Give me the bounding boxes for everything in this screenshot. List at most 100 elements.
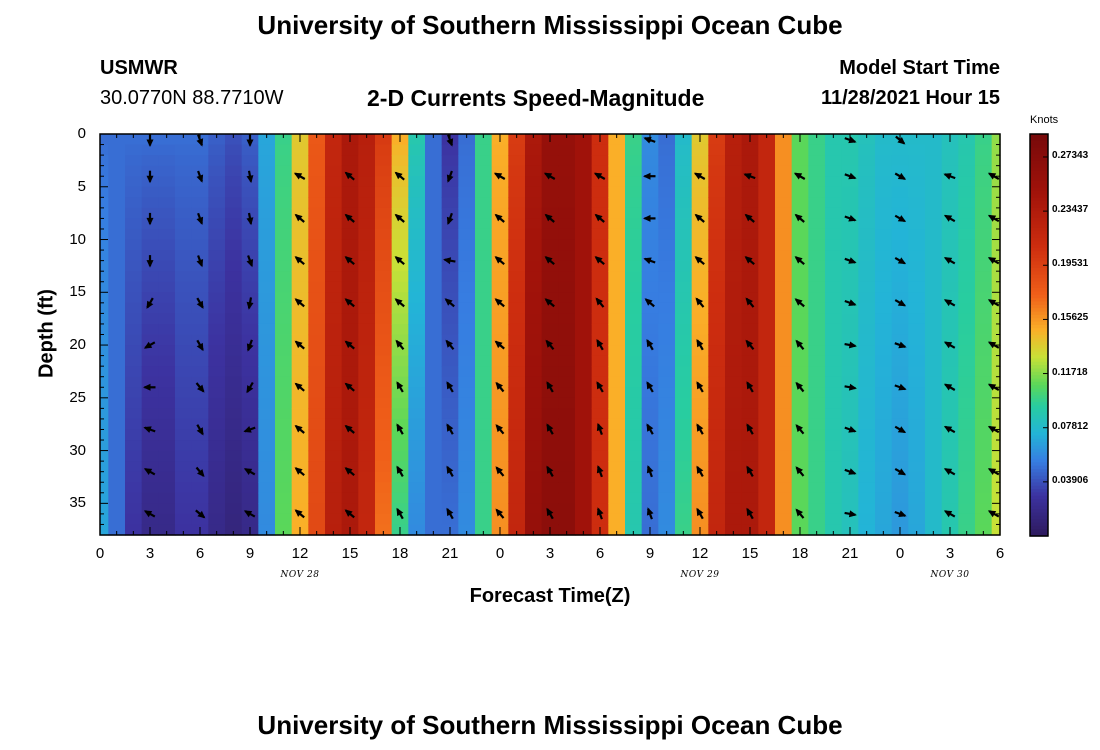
heat-cell <box>258 239 276 251</box>
chart-subtitle: 2-D Currents Speed-Magnitude <box>367 85 705 111</box>
heat-cell <box>291 482 309 494</box>
heat-cell <box>191 503 209 515</box>
heat-cell <box>641 482 659 494</box>
heat-cell <box>725 250 743 262</box>
heat-cell <box>591 429 609 441</box>
heat-cell <box>525 408 543 420</box>
heat-cell <box>825 155 843 167</box>
current-vector <box>646 339 654 351</box>
heat-cell <box>575 334 593 346</box>
heat-cell <box>991 461 1001 473</box>
heat-cell <box>341 503 359 515</box>
heat-cell <box>391 165 409 177</box>
heat-cell <box>558 429 576 441</box>
heat-cell <box>158 492 176 504</box>
heat-cell <box>291 503 309 515</box>
heat-cell <box>875 313 893 325</box>
heat-cell <box>225 250 243 262</box>
heat-cell <box>241 186 259 198</box>
current-vector <box>544 213 555 223</box>
heat-cell <box>241 503 259 515</box>
heat-cell <box>975 461 993 473</box>
heat-cell <box>541 376 559 388</box>
heat-cell <box>291 376 309 388</box>
heat-cell <box>225 207 243 220</box>
heat-cell <box>175 281 193 293</box>
heat-cell <box>791 260 809 272</box>
heat-cell <box>491 271 509 283</box>
heat-cell <box>308 397 326 409</box>
heat-cell <box>458 165 476 177</box>
heat-cell <box>708 155 726 167</box>
heat-cell <box>991 355 1001 367</box>
heat-cell <box>191 387 209 399</box>
heat-cell <box>341 513 359 526</box>
heat-cell <box>158 144 176 156</box>
colorbar-segment <box>1030 398 1048 403</box>
colorbar-segment <box>1030 231 1048 236</box>
axis-ticks <box>99 133 1001 536</box>
heat-cell <box>358 323 376 336</box>
heat-cell <box>208 302 226 314</box>
heat-cell <box>941 503 959 515</box>
heat-cell <box>441 186 459 198</box>
heat-cell <box>875 492 893 504</box>
heat-cell <box>708 197 726 209</box>
heat-cell <box>541 323 559 336</box>
heat-cell <box>608 155 626 167</box>
heat-cell <box>558 366 576 378</box>
heat-cell <box>508 334 526 346</box>
heat-cell <box>425 429 443 441</box>
heat-cell <box>958 418 976 431</box>
colorbar-segment <box>1030 177 1048 182</box>
heat-cell <box>808 471 826 483</box>
heat-cell <box>758 376 776 388</box>
heat-cell <box>808 271 826 283</box>
heat-cell <box>658 323 676 336</box>
heat-cell <box>941 271 959 283</box>
heat-cell <box>291 471 309 483</box>
heat-cell <box>741 165 759 177</box>
heat-cell <box>775 313 793 325</box>
heat-cell <box>158 207 176 220</box>
heat-cell <box>841 408 859 420</box>
heat-cell <box>541 387 559 399</box>
heat-cell <box>758 271 776 283</box>
heat-cell <box>458 292 476 304</box>
heat-cell <box>725 387 743 399</box>
heat-cell <box>525 218 543 230</box>
heat-cell <box>975 239 993 251</box>
heat-cell <box>741 513 759 526</box>
heat-cell <box>100 134 109 146</box>
heat-cell <box>158 323 176 336</box>
heat-cell <box>858 503 876 515</box>
heat-cell <box>791 471 809 483</box>
heat-cell <box>308 228 326 241</box>
heat-cell <box>375 513 393 526</box>
current-vector <box>844 510 857 518</box>
current-vector <box>795 508 805 519</box>
heat-cell <box>158 345 176 357</box>
heat-cell <box>275 292 293 304</box>
heat-cell <box>608 313 626 325</box>
heat-cell <box>191 323 209 336</box>
heat-cell <box>675 218 693 230</box>
heat-cell <box>108 323 126 336</box>
heat-cell <box>575 134 593 146</box>
heat-cell <box>541 197 559 209</box>
heat-cell <box>691 250 709 262</box>
heat-cell <box>391 450 409 462</box>
heat-cell <box>358 197 376 209</box>
heat-cell <box>691 313 709 325</box>
heat-cell <box>658 134 676 146</box>
heat-cell <box>425 313 443 325</box>
heat-cell <box>958 228 976 241</box>
heat-cell <box>625 429 643 441</box>
heat-cell <box>491 281 509 293</box>
heat-cell <box>241 281 259 293</box>
heat-cell <box>275 250 293 262</box>
heat-cell <box>308 429 326 441</box>
heat-cell <box>125 323 143 336</box>
heat-cell <box>825 376 843 388</box>
heat-cell <box>275 461 293 473</box>
